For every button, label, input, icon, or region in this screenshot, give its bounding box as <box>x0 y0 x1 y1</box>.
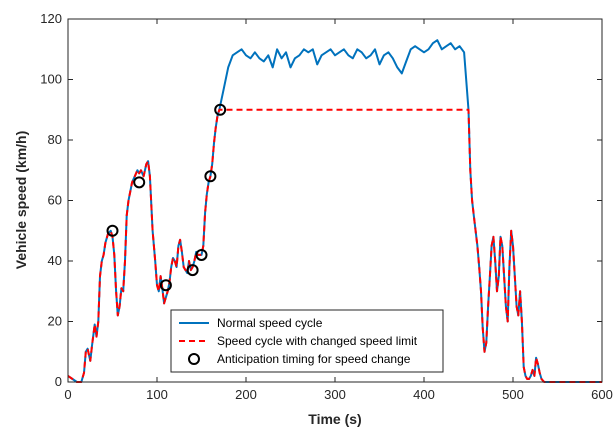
x-tick-label: 300 <box>324 387 346 402</box>
anticipation-marker <box>159 279 172 292</box>
axes-layer: 0 100 200 300 400 500 600 0 20 40 60 80 100 120 <box>40 11 613 402</box>
y-axis-title: Vehicle speed (km/h) <box>13 131 29 270</box>
y-tick-label: 40 <box>48 253 62 268</box>
x-axis-title: Time (s) <box>308 411 361 427</box>
y-tick-label: 20 <box>48 314 62 329</box>
x-tick-label: 500 <box>502 387 524 402</box>
legend-box <box>170 309 444 373</box>
legend: Normal speed cycle Speed cycle with chang… <box>170 309 444 373</box>
x-tick-label: 600 <box>591 387 613 402</box>
y-tick-label: 80 <box>48 132 62 147</box>
x-tick-label: 0 <box>64 387 71 402</box>
legend-label: Anticipation timing for speed change <box>217 352 411 366</box>
x-tick-label: 100 <box>146 387 168 402</box>
series-layer <box>67 39 602 383</box>
y-tick-label: 60 <box>48 193 62 208</box>
y-tick-label: 100 <box>40 72 62 87</box>
changed-limit-series-line <box>67 108 602 383</box>
legend-label: Speed cycle with changed speed limit <box>217 334 418 348</box>
anticipation-marker <box>133 176 146 189</box>
legend-label: Normal speed cycle <box>217 316 323 330</box>
anticipation-marker <box>186 264 199 277</box>
y-tick-label: 0 <box>55 374 62 389</box>
anticipation-marker <box>214 103 227 116</box>
anticipation-marker <box>195 248 208 261</box>
legend-marker-anticipation <box>188 353 200 365</box>
x-tick-label: 400 <box>413 387 435 402</box>
x-tick-label: 200 <box>235 387 257 402</box>
anticipation-marker <box>204 170 217 183</box>
y-tick-label: 120 <box>40 11 62 26</box>
anticipation-marker <box>106 224 119 237</box>
